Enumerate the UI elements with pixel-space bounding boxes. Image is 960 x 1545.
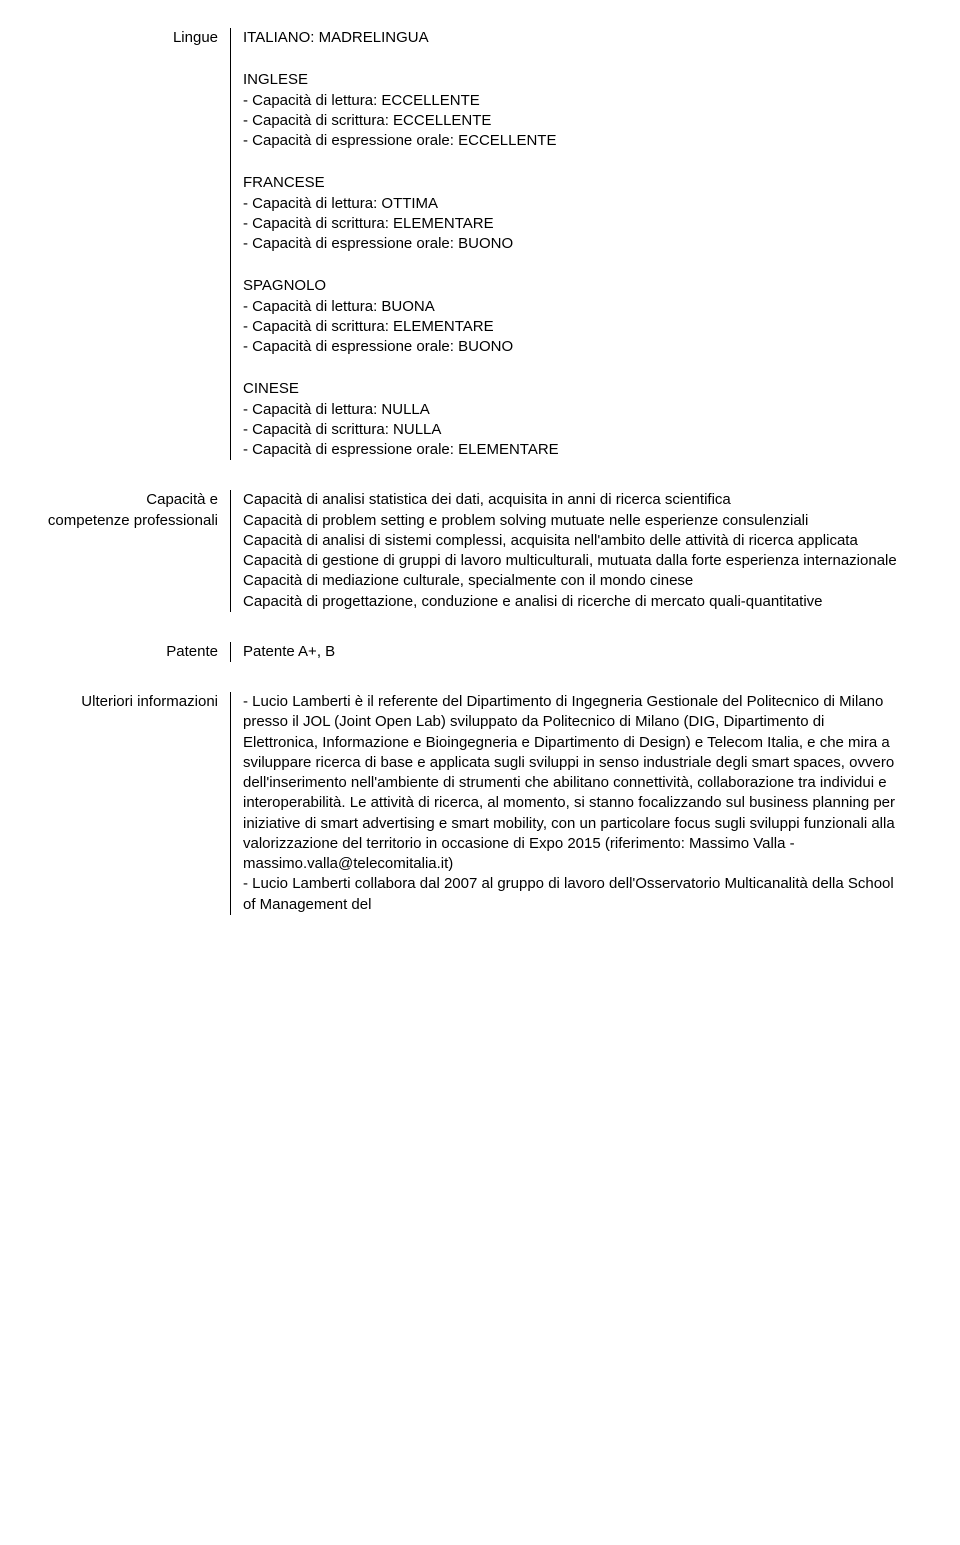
competence-item: Capacità di mediazione culturale, specia… <box>243 571 900 591</box>
writing-level: - Capacità di scrittura: ELEMENTARE <box>243 317 900 337</box>
writing-level: - Capacità di scrittura: NULLA <box>243 420 900 440</box>
competences-content: Capacità di analisi statistica dei dati,… <box>230 490 900 612</box>
competence-item: Capacità di problem setting e problem so… <box>243 511 900 531</box>
writing-level: - Capacità di scrittura: ELEMENTARE <box>243 214 900 234</box>
languages-label: Lingue <box>30 28 230 460</box>
language-item: INGLESE - Capacità di lettura: ECCELLENT… <box>243 70 900 151</box>
language-name: SPAGNOLO <box>243 276 900 296</box>
speaking-level: - Capacità di espressione orale: ECCELLE… <box>243 131 900 151</box>
language-item: FRANCESE - Capacità di lettura: OTTIMA -… <box>243 173 900 254</box>
further-info-section: Ulteriori informazioni - Lucio Lamberti … <box>30 692 900 915</box>
languages-section: Lingue ITALIANO: MADRELINGUA INGLESE - C… <box>30 28 900 460</box>
section-label: Lingue <box>173 29 218 46</box>
section-label-line2: competenze professionali <box>48 512 218 529</box>
section-label: Ulteriori informazioni <box>81 693 218 710</box>
writing-level: - Capacità di scrittura: ECCELLENTE <box>243 111 900 131</box>
licence-section: Patente Patente A+, B <box>30 642 900 662</box>
languages-content: ITALIANO: MADRELINGUA INGLESE - Capacità… <box>230 28 900 460</box>
native-language: ITALIANO: MADRELINGUA <box>243 28 900 48</box>
licence-content: Patente A+, B <box>230 642 900 662</box>
speaking-level: - Capacità di espressione orale: BUONO <box>243 234 900 254</box>
competence-item: Capacità di analisi statistica dei dati,… <box>243 490 900 510</box>
competence-item: Capacità di analisi di sistemi complessi… <box>243 531 900 551</box>
reading-level: - Capacità di lettura: ECCELLENTE <box>243 91 900 111</box>
competence-item: Capacità di gestione di gruppi di lavoro… <box>243 551 900 571</box>
reading-level: - Capacità di lettura: NULLA <box>243 400 900 420</box>
speaking-level: - Capacità di espressione orale: ELEMENT… <box>243 440 900 460</box>
further-info-paragraph: - Lucio Lamberti è il referente del Dipa… <box>243 692 900 874</box>
competence-item: Capacità di progettazione, conduzione e … <box>243 592 900 612</box>
licence-value: Patente A+, B <box>243 643 335 660</box>
further-info-content: - Lucio Lamberti è il referente del Dipa… <box>230 692 900 915</box>
competences-section: Capacità e competenze professionali Capa… <box>30 490 900 612</box>
reading-level: - Capacità di lettura: OTTIMA <box>243 194 900 214</box>
section-label: Patente <box>166 643 218 660</box>
speaking-level: - Capacità di espressione orale: BUONO <box>243 337 900 357</box>
section-label-line1: Capacità e <box>146 491 218 508</box>
language-item: SPAGNOLO - Capacità di lettura: BUONA - … <box>243 276 900 357</box>
language-item: CINESE - Capacità di lettura: NULLA - Ca… <box>243 379 900 460</box>
further-info-label: Ulteriori informazioni <box>30 692 230 915</box>
licence-label: Patente <box>30 642 230 662</box>
reading-level: - Capacità di lettura: BUONA <box>243 297 900 317</box>
language-name: CINESE <box>243 379 900 399</box>
further-info-paragraph: - Lucio Lamberti collabora dal 2007 al g… <box>243 874 900 915</box>
language-name: FRANCESE <box>243 173 900 193</box>
competences-label: Capacità e competenze professionali <box>30 490 230 612</box>
language-name: INGLESE <box>243 70 900 90</box>
